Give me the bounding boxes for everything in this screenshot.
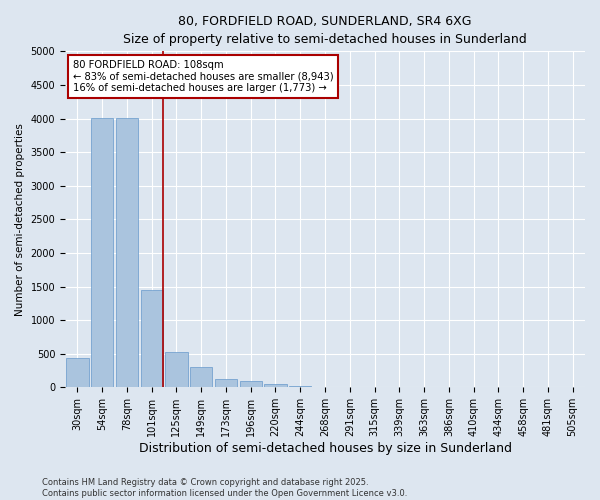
Bar bbox=[66, 358, 89, 388]
Bar bbox=[190, 366, 212, 388]
Bar bbox=[166, 352, 188, 388]
Bar bbox=[239, 382, 262, 388]
Bar bbox=[215, 378, 237, 388]
Title: 80, FORDFIELD ROAD, SUNDERLAND, SR4 6XG
Size of property relative to semi-detach: 80, FORDFIELD ROAD, SUNDERLAND, SR4 6XG … bbox=[123, 15, 527, 46]
Bar bbox=[116, 118, 138, 388]
X-axis label: Distribution of semi-detached houses by size in Sunderland: Distribution of semi-detached houses by … bbox=[139, 442, 512, 455]
Text: 80 FORDFIELD ROAD: 108sqm
← 83% of semi-detached houses are smaller (8,943)
16% : 80 FORDFIELD ROAD: 108sqm ← 83% of semi-… bbox=[73, 60, 334, 93]
Y-axis label: Number of semi-detached properties: Number of semi-detached properties bbox=[15, 123, 25, 316]
Bar bbox=[314, 387, 336, 388]
Text: Contains HM Land Registry data © Crown copyright and database right 2025.
Contai: Contains HM Land Registry data © Crown c… bbox=[42, 478, 407, 498]
Bar bbox=[265, 384, 287, 388]
Bar bbox=[91, 118, 113, 388]
Bar bbox=[289, 386, 311, 388]
Bar bbox=[140, 290, 163, 388]
